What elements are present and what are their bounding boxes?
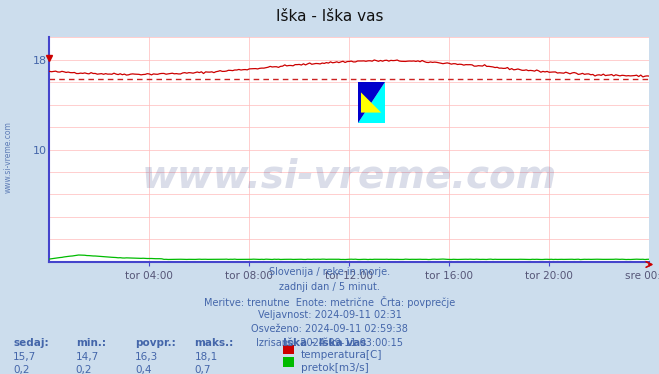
Text: 18,1: 18,1 — [194, 352, 217, 362]
Text: Meritve: trenutne  Enote: metrične  Črta: povprečje: Meritve: trenutne Enote: metrične Črta: … — [204, 296, 455, 308]
Text: www.si-vreme.com: www.si-vreme.com — [3, 121, 13, 193]
Text: temperatura[C]: temperatura[C] — [301, 350, 382, 361]
Text: Osveženo: 2024-09-11 02:59:38: Osveženo: 2024-09-11 02:59:38 — [251, 324, 408, 334]
Text: 0,7: 0,7 — [194, 365, 211, 374]
Text: Veljavnost: 2024-09-11 02:31: Veljavnost: 2024-09-11 02:31 — [258, 310, 401, 320]
Polygon shape — [361, 92, 381, 113]
Text: min.:: min.: — [76, 338, 106, 349]
Text: 0,4: 0,4 — [135, 365, 152, 374]
Text: pretok[m3/s]: pretok[m3/s] — [301, 363, 368, 373]
Text: Iška - Iška vas: Iška - Iška vas — [283, 338, 367, 349]
Text: Iška - Iška vas: Iška - Iška vas — [275, 9, 384, 24]
Text: sedaj:: sedaj: — [13, 338, 49, 349]
Text: povpr.:: povpr.: — [135, 338, 176, 349]
Text: Izrisano: 2024-09-11 03:00:15: Izrisano: 2024-09-11 03:00:15 — [256, 338, 403, 349]
Polygon shape — [358, 82, 386, 123]
Text: 0,2: 0,2 — [76, 365, 92, 374]
Text: Slovenija / reke in morje.: Slovenija / reke in morje. — [269, 267, 390, 278]
Text: 15,7: 15,7 — [13, 352, 36, 362]
Text: maks.:: maks.: — [194, 338, 234, 349]
Text: 16,3: 16,3 — [135, 352, 158, 362]
Text: 0,2: 0,2 — [13, 365, 30, 374]
Polygon shape — [358, 82, 386, 123]
Text: zadnji dan / 5 minut.: zadnji dan / 5 minut. — [279, 282, 380, 292]
Text: www.si-vreme.com: www.si-vreme.com — [142, 157, 557, 196]
Text: 14,7: 14,7 — [76, 352, 99, 362]
